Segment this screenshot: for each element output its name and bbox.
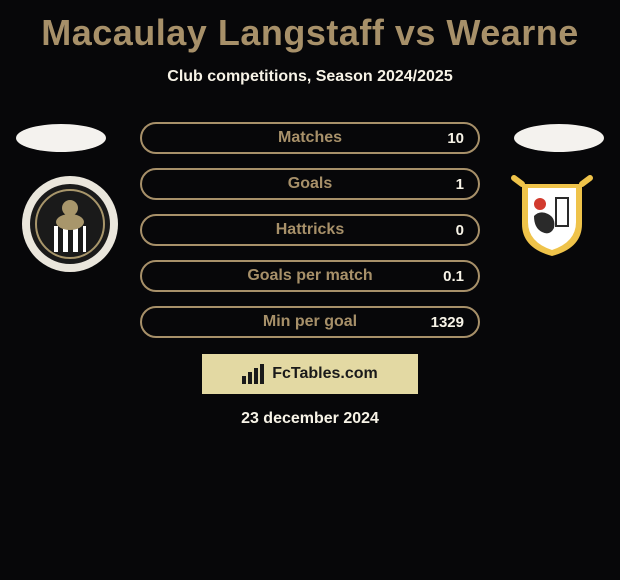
watermark-text: FcTables.com (272, 365, 378, 383)
title-text: Macaulay Langstaff vs Wearne (41, 12, 579, 53)
watermark: FcTables.com (202, 354, 418, 394)
player-photo-left (16, 124, 106, 152)
player-photo-right (514, 124, 604, 152)
bars-chart-icon (242, 364, 266, 384)
stat-right-value: 0.1 (434, 268, 464, 285)
stat-label: Goals (142, 175, 478, 193)
stat-label: Goals per match (142, 267, 478, 285)
stat-row-goals: Goals 1 (140, 168, 480, 200)
club-crest-left (22, 176, 118, 272)
mk-dons-crest-icon (506, 174, 598, 260)
date-text: 23 december 2024 (0, 410, 620, 428)
stat-label: Hattricks (142, 221, 478, 239)
stat-label: Min per goal (142, 313, 478, 331)
stat-row-hattricks: Hattricks 0 (140, 214, 480, 246)
stat-row-goals-per-match: Goals per match 0.1 (140, 260, 480, 292)
subtitle: Club competitions, Season 2024/2025 (0, 68, 620, 86)
stat-row-min-per-goal: Min per goal 1329 (140, 306, 480, 338)
stat-right-value: 0 (434, 222, 464, 239)
page-title: Macaulay Langstaff vs Wearne (0, 0, 620, 54)
stat-label: Matches (142, 129, 478, 147)
stats-container: Matches 10 Goals 1 Hattricks 0 Goals per… (140, 122, 480, 338)
notts-county-crest-icon (28, 182, 112, 266)
stat-right-value: 10 (434, 130, 464, 147)
club-crest-right (506, 174, 598, 260)
stat-right-value: 1 (434, 176, 464, 193)
stat-row-matches: Matches 10 (140, 122, 480, 154)
stat-right-value: 1329 (431, 314, 464, 331)
